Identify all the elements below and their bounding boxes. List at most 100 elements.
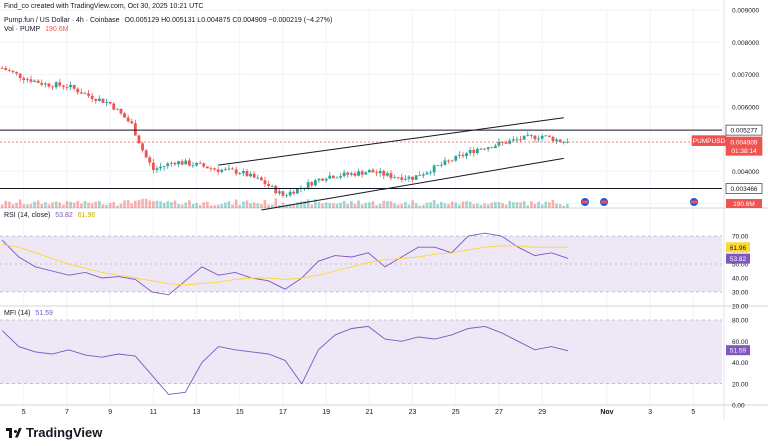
candle-body bbox=[216, 169, 220, 172]
candle-body bbox=[159, 166, 162, 169]
candle-body bbox=[389, 173, 393, 179]
rsi-ma-value: 61.96 bbox=[77, 212, 96, 219]
price-tick-label: 0.006000 bbox=[732, 104, 759, 111]
candle-body bbox=[141, 143, 144, 151]
volume-bar bbox=[483, 203, 486, 208]
price-label-box bbox=[725, 145, 763, 156]
candle-body bbox=[220, 169, 224, 172]
volume-bar bbox=[396, 204, 400, 208]
candle-body bbox=[126, 117, 130, 122]
indicator-series-line bbox=[1, 232, 569, 296]
volume-bar bbox=[155, 200, 159, 208]
volume-bar bbox=[270, 204, 274, 208]
volume-bar bbox=[224, 202, 227, 208]
candle-body bbox=[72, 84, 76, 89]
volume-bar bbox=[454, 202, 458, 208]
volume-bar bbox=[260, 204, 263, 208]
volume-bar bbox=[191, 203, 195, 208]
candle-body bbox=[123, 113, 126, 118]
candle-body bbox=[407, 176, 411, 179]
indicator-tick-label: 70.00 bbox=[732, 234, 749, 241]
volume-bar bbox=[249, 203, 252, 208]
candle-body bbox=[378, 171, 382, 174]
volume-bar bbox=[508, 200, 512, 208]
candle-body bbox=[385, 173, 389, 176]
candle-body bbox=[65, 86, 69, 88]
candle-body bbox=[58, 82, 62, 86]
volume-bar bbox=[418, 205, 422, 208]
candle-body bbox=[69, 84, 72, 88]
candle-body bbox=[457, 154, 461, 156]
candle-body bbox=[533, 135, 537, 140]
volume-bar bbox=[443, 203, 447, 208]
candle-body bbox=[497, 141, 501, 146]
volume-bar bbox=[378, 203, 382, 208]
candle-body bbox=[263, 180, 267, 185]
candle-body bbox=[515, 139, 519, 141]
price-tick-label: 0.008000 bbox=[732, 40, 759, 47]
candle-body bbox=[259, 177, 263, 181]
candle-body bbox=[411, 176, 414, 180]
volume-bar bbox=[33, 201, 36, 208]
volume-bar bbox=[188, 200, 191, 208]
candle-body bbox=[537, 138, 540, 140]
volume-bar bbox=[263, 199, 267, 208]
volume-bar bbox=[504, 204, 508, 208]
volume-bar bbox=[393, 203, 396, 208]
volume-bar bbox=[310, 204, 314, 208]
ohlc-values: O0.005129 H0.005131 L0.004875 C0.004909 … bbox=[124, 17, 333, 24]
price-label-box bbox=[725, 183, 763, 194]
volume-bar bbox=[62, 204, 65, 208]
x-tick-label: 3 bbox=[648, 409, 652, 416]
volume-bar bbox=[494, 202, 497, 208]
price-axis-label: PUMPUSD bbox=[693, 138, 726, 145]
tradingview-logo-icon bbox=[6, 427, 22, 438]
volume-bar bbox=[360, 204, 364, 208]
volume-bar bbox=[173, 200, 177, 208]
indicator-tick-label: 40.00 bbox=[732, 360, 749, 367]
candle-body bbox=[61, 85, 65, 87]
volume-bar bbox=[479, 205, 483, 208]
candle-body bbox=[335, 177, 339, 179]
volume-bar bbox=[353, 203, 357, 208]
candle-body bbox=[241, 171, 245, 174]
volume-bar bbox=[44, 202, 47, 208]
volume-bar bbox=[314, 199, 317, 208]
volume-bar bbox=[335, 203, 339, 208]
candle-body bbox=[90, 95, 94, 100]
volume-bar bbox=[422, 204, 425, 208]
volume-bar bbox=[231, 204, 234, 208]
rsi-value: 53.82 bbox=[55, 212, 73, 219]
candle-body bbox=[252, 173, 256, 178]
candle-body bbox=[281, 191, 285, 196]
volume-bar bbox=[123, 200, 126, 208]
volume-bar bbox=[548, 202, 551, 208]
volume-bar bbox=[558, 204, 562, 208]
volume-label-box bbox=[726, 199, 762, 208]
candle-body bbox=[547, 135, 551, 137]
candle-body bbox=[166, 163, 170, 166]
x-tick-label: 19 bbox=[322, 409, 330, 416]
volume-bar bbox=[227, 201, 231, 208]
volume-bar bbox=[26, 204, 29, 208]
volume-bar bbox=[501, 203, 504, 208]
tradingview-logo[interactable]: TradingView bbox=[6, 425, 102, 440]
volume-bar bbox=[130, 203, 134, 208]
volume-bar bbox=[292, 205, 296, 208]
candle-body bbox=[162, 165, 166, 167]
candle-body bbox=[256, 177, 260, 179]
volume-bar bbox=[51, 202, 54, 208]
volume-bar bbox=[177, 203, 180, 208]
volume-bar bbox=[476, 203, 479, 208]
candle-body bbox=[310, 182, 314, 186]
tradingview-brand-text: TradingView bbox=[26, 425, 103, 440]
watermark-text: Find_co created with TradingView.com, Oc… bbox=[4, 3, 204, 10]
price-tick-label: 0.004000 bbox=[732, 169, 759, 176]
indicator-tick-label: 20.00 bbox=[732, 381, 749, 388]
volume-bar bbox=[137, 199, 141, 208]
candle-body bbox=[425, 172, 429, 175]
volume-bar bbox=[350, 201, 353, 208]
volume-bar bbox=[245, 200, 249, 208]
volume-bar bbox=[566, 203, 569, 208]
candle-body bbox=[565, 141, 569, 143]
